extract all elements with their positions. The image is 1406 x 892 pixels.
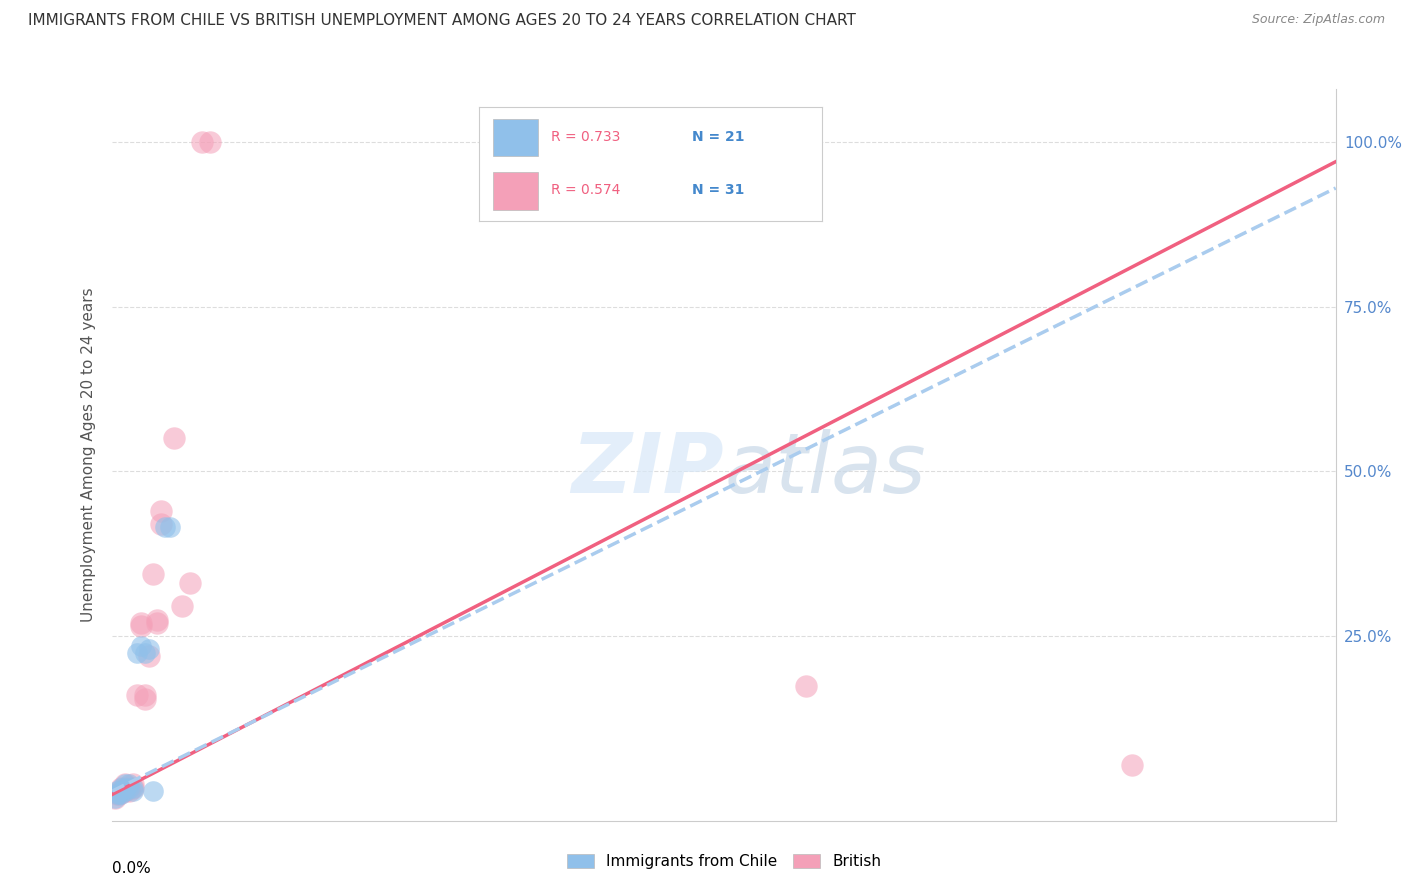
Point — [103, 790, 125, 805]
Point — [134, 646, 156, 660]
Point — [110, 780, 132, 795]
Point — [1121, 757, 1143, 772]
Text: 0.0%: 0.0% — [112, 861, 152, 876]
Point — [111, 784, 134, 798]
Point — [107, 787, 129, 801]
Point — [129, 639, 152, 653]
Point — [125, 689, 148, 703]
Point — [114, 780, 136, 795]
Point — [191, 135, 214, 149]
Point — [118, 777, 141, 791]
Point — [118, 780, 141, 795]
Point — [179, 576, 201, 591]
Point — [122, 784, 145, 798]
Point — [142, 784, 165, 798]
Point — [150, 517, 173, 532]
Text: Source: ZipAtlas.com: Source: ZipAtlas.com — [1251, 13, 1385, 27]
Point — [118, 784, 141, 798]
Point — [114, 780, 136, 795]
Point — [110, 784, 132, 798]
Point — [138, 648, 160, 663]
Text: IMMIGRANTS FROM CHILE VS BRITISH UNEMPLOYMENT AMONG AGES 20 TO 24 YEARS CORRELAT: IMMIGRANTS FROM CHILE VS BRITISH UNEMPLO… — [28, 13, 856, 29]
Point — [134, 689, 156, 703]
Point — [200, 135, 222, 149]
Point — [122, 780, 145, 795]
Point — [129, 619, 152, 633]
Point — [159, 520, 181, 534]
Point — [155, 520, 177, 534]
Point — [114, 777, 136, 791]
Legend: Immigrants from Chile, British: Immigrants from Chile, British — [561, 847, 887, 875]
Y-axis label: Unemployment Among Ages 20 to 24 years: Unemployment Among Ages 20 to 24 years — [80, 287, 96, 623]
Point — [146, 613, 169, 627]
Point — [794, 679, 817, 693]
Point — [105, 784, 128, 798]
Point — [138, 642, 160, 657]
Point — [142, 566, 165, 581]
Text: ZIP: ZIP — [571, 429, 724, 510]
Point — [103, 790, 125, 805]
Point — [110, 780, 132, 795]
Point — [114, 784, 136, 798]
Point — [134, 691, 156, 706]
Point — [170, 599, 193, 614]
Text: atlas: atlas — [724, 429, 925, 510]
Point — [107, 787, 129, 801]
Point — [163, 432, 186, 446]
Point — [146, 615, 169, 630]
Point — [129, 615, 152, 630]
Point — [118, 780, 141, 795]
Point — [114, 784, 136, 798]
Point — [105, 787, 128, 801]
Point — [122, 777, 145, 791]
Point — [110, 787, 132, 801]
Point — [110, 784, 132, 798]
Point — [122, 780, 145, 795]
Point — [150, 504, 173, 518]
Point — [114, 777, 136, 791]
Point — [105, 787, 128, 801]
Point — [125, 646, 148, 660]
